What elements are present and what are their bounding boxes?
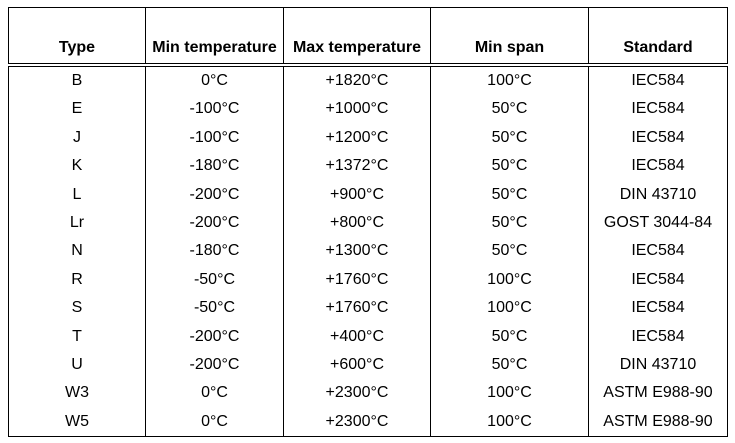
- table-cell: IEC584: [588, 322, 728, 352]
- table-cell: +1760°C: [283, 265, 431, 295]
- table-row: N -180°C +1300°C 50°C IEC584: [8, 237, 728, 266]
- table-row: U -200°C +600°C 50°C DIN 43710: [8, 351, 728, 380]
- table-cell: 50°C: [430, 351, 589, 380]
- column-header: Min temperature: [145, 7, 284, 67]
- table-cell: -200°C: [145, 351, 284, 380]
- table-cell: U: [8, 351, 146, 380]
- table-row: L -200°C +900°C 50°C DIN 43710: [8, 180, 728, 210]
- table-cell: +1000°C: [283, 95, 431, 124]
- table-cell: K: [8, 152, 146, 181]
- table-cell: 50°C: [430, 237, 589, 266]
- table-cell: -200°C: [145, 209, 284, 238]
- table-cell: +400°C: [283, 322, 431, 352]
- table-cell: +1760°C: [283, 294, 431, 323]
- table-cell: 50°C: [430, 123, 589, 153]
- table-row: T -200°C +400°C 50°C IEC584: [8, 322, 728, 352]
- column-header: Max temperature: [283, 7, 431, 67]
- table-row: J -100°C +1200°C 50°C IEC584: [8, 123, 728, 153]
- table-cell: T: [8, 322, 146, 352]
- table-cell: B: [8, 65, 146, 96]
- table-cell: 100°C: [430, 65, 589, 96]
- table-cell: -180°C: [145, 237, 284, 266]
- table-row: W3 0°C +2300°C 100°C ASTM E988-90: [8, 379, 728, 408]
- column-header: Standard: [588, 7, 728, 67]
- table-cell: IEC584: [588, 123, 728, 153]
- table-row: S -50°C +1760°C 100°C IEC584: [8, 294, 728, 323]
- table-cell: DIN 43710: [588, 351, 728, 380]
- table-cell: +800°C: [283, 209, 431, 238]
- table-cell: 100°C: [430, 407, 589, 438]
- table-cell: 50°C: [430, 180, 589, 210]
- table-cell: Lr: [8, 209, 146, 238]
- table-cell: 100°C: [430, 294, 589, 323]
- table-header: Type Min temperature Max temperature Min sp…: [8, 7, 728, 67]
- thermocouple-table: Type Min temperature Max temperature Min sp…: [8, 7, 728, 438]
- table-cell: -200°C: [145, 322, 284, 352]
- table-cell: -100°C: [145, 123, 284, 153]
- table-cell: +2300°C: [283, 407, 431, 438]
- table-cell: ASTM E988-90: [588, 379, 728, 408]
- table-row: R -50°C +1760°C 100°C IEC584: [8, 265, 728, 295]
- table-cell: GOST 3044-84: [588, 209, 728, 238]
- table-cell: IEC584: [588, 152, 728, 181]
- table-cell: -180°C: [145, 152, 284, 181]
- table-cell: 50°C: [430, 209, 589, 238]
- header-row: Type Min temperature Max temperature Min sp…: [8, 7, 728, 67]
- table-cell: ASTM E988-90: [588, 407, 728, 438]
- table-cell: 50°C: [430, 152, 589, 181]
- table-row: B 0°C +1820°C 100°C IEC584: [8, 65, 728, 96]
- table-cell: +600°C: [283, 351, 431, 380]
- column-header: Type: [8, 7, 146, 67]
- table-cell: 50°C: [430, 95, 589, 124]
- table-body: B 0°C +1820°C 100°C IEC584 E -100°C +1000°C 50°C…: [8, 65, 728, 438]
- table-cell: +900°C: [283, 180, 431, 210]
- table-row: Lr -200°C +800°C 50°C GOST 3044-84: [8, 209, 728, 238]
- table-cell: S: [8, 294, 146, 323]
- table-cell: -200°C: [145, 180, 284, 210]
- table-cell: +2300°C: [283, 379, 431, 408]
- table-row: W5 0°C +2300°C 100°C ASTM E988-90: [8, 407, 728, 438]
- table-cell: +1300°C: [283, 237, 431, 266]
- table-cell: +1200°C: [283, 123, 431, 153]
- table-row: K -180°C +1372°C 50°C IEC584: [8, 152, 728, 181]
- table-cell: -100°C: [145, 95, 284, 124]
- table-row: E -100°C +1000°C 50°C IEC584: [8, 95, 728, 124]
- table-cell: IEC584: [588, 265, 728, 295]
- table-cell: DIN 43710: [588, 180, 728, 210]
- table-cell: 100°C: [430, 265, 589, 295]
- table-cell: IEC584: [588, 237, 728, 266]
- table-cell: 50°C: [430, 322, 589, 352]
- table-cell: W3: [8, 379, 146, 408]
- table-cell: IEC584: [588, 65, 728, 96]
- table-cell: L: [8, 180, 146, 210]
- table-cell: J: [8, 123, 146, 153]
- table-cell: 100°C: [430, 379, 589, 408]
- column-header: Min span: [430, 7, 589, 67]
- table-cell: IEC584: [588, 294, 728, 323]
- table-cell: +1372°C: [283, 152, 431, 181]
- table-cell: -50°C: [145, 265, 284, 295]
- table-cell: -50°C: [145, 294, 284, 323]
- table-cell: R: [8, 265, 146, 295]
- table-cell: E: [8, 95, 146, 124]
- table-cell: 0°C: [145, 379, 284, 408]
- table-cell: 0°C: [145, 65, 284, 96]
- table-cell: +1820°C: [283, 65, 431, 96]
- table-cell: W5: [8, 407, 146, 438]
- table-cell: IEC584: [588, 95, 728, 124]
- table-cell: N: [8, 237, 146, 266]
- table-cell: 0°C: [145, 407, 284, 438]
